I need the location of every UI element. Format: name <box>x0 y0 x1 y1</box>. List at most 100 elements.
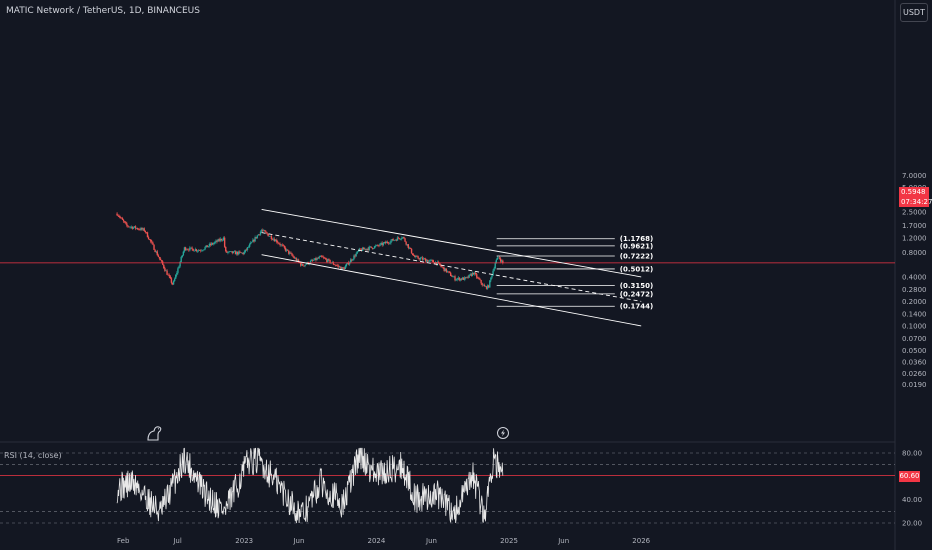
candle-body <box>210 243 213 246</box>
candle-body <box>255 237 257 239</box>
price-tick-label: 0.0260 <box>902 370 927 378</box>
candle-body <box>396 237 399 241</box>
candle-body <box>148 239 151 240</box>
level-label: (1.1768) <box>620 235 653 243</box>
channel-middle-line[interactable] <box>261 232 642 302</box>
candle-body <box>461 277 464 280</box>
candle-body <box>389 243 391 244</box>
candle-body <box>221 240 224 241</box>
candle-body <box>125 222 127 224</box>
candle-body <box>338 265 340 267</box>
candle-body <box>226 251 228 253</box>
candle-body <box>360 249 363 251</box>
candle-body <box>371 247 374 249</box>
candle-body <box>188 249 190 251</box>
candle-body <box>395 239 398 241</box>
time-tick-label: 2023 <box>235 537 253 545</box>
level-label: (0.7222) <box>620 253 653 261</box>
candle-body <box>270 235 273 240</box>
candle-body <box>138 229 140 230</box>
level-label: (0.1744) <box>620 303 653 311</box>
candle-body <box>451 275 453 277</box>
candle-body <box>409 247 412 249</box>
candle-body <box>157 255 160 257</box>
rsi-series-line <box>116 447 504 524</box>
candle-body <box>134 226 137 229</box>
chart-title: MATIC Network / TetherUS, 1D, BINANCEUS <box>6 6 200 16</box>
candle-body <box>150 239 152 242</box>
candle-body <box>423 258 426 260</box>
candle-body <box>123 221 126 223</box>
price-tick-label: 1.7000 <box>902 222 927 230</box>
candle-body <box>269 235 271 237</box>
candle-body <box>470 274 473 276</box>
candle-body <box>445 268 448 273</box>
candle-body <box>238 251 240 255</box>
candle-body <box>257 234 260 236</box>
candle-body <box>403 237 405 239</box>
candle-body <box>220 238 223 241</box>
candle-body <box>479 279 481 281</box>
candle-body <box>216 240 218 242</box>
rsi-legend-label[interactable]: RSI (14, close) <box>4 451 62 460</box>
candle-body <box>191 247 193 249</box>
candle-body <box>456 278 458 280</box>
candle-body <box>399 238 402 240</box>
candle-body <box>236 251 239 255</box>
candle-body <box>368 246 370 250</box>
candle-body <box>268 236 270 237</box>
candle-body <box>452 276 454 278</box>
candle-body <box>189 247 191 251</box>
candle-body <box>129 226 131 228</box>
candle-body <box>424 258 427 262</box>
candle-body <box>140 228 142 230</box>
rsi-tick-label: 80.00 <box>902 450 922 458</box>
candle-body <box>166 270 168 275</box>
candle-body <box>165 270 167 272</box>
candle-body <box>118 215 120 217</box>
candle-body <box>141 228 143 230</box>
candle-body <box>235 251 238 255</box>
candle-body <box>421 257 424 260</box>
candle-body <box>329 259 331 264</box>
candle-body <box>383 241 386 244</box>
candle-body <box>152 242 154 245</box>
candle-body <box>175 274 177 279</box>
candle-body <box>379 243 381 246</box>
candle-body <box>492 270 494 276</box>
candle-body <box>151 241 153 243</box>
candle-body <box>279 243 281 246</box>
candle-body <box>242 252 244 255</box>
candle-body <box>297 259 300 262</box>
candle-body <box>339 266 341 268</box>
candle-body <box>377 244 379 246</box>
candle-body <box>254 237 256 242</box>
candle-body <box>214 241 216 244</box>
candle-body <box>347 262 350 265</box>
candle-body <box>466 276 468 278</box>
channel-upper-line[interactable] <box>261 208 642 278</box>
rsi-tick-label: 20.00 <box>902 520 922 528</box>
candle-body <box>128 226 130 228</box>
candle-body <box>284 247 287 251</box>
currency-button[interactable]: USDT <box>900 3 928 22</box>
candle-body <box>496 257 499 260</box>
candle-body <box>290 252 292 254</box>
rsi-current-tag: 60.60 <box>899 471 920 482</box>
candle-body <box>471 272 474 276</box>
candle-body <box>428 260 430 262</box>
candle-body <box>173 278 176 282</box>
candle-body <box>369 246 371 248</box>
channel-lower-line[interactable] <box>261 254 642 327</box>
candle-body <box>168 274 170 277</box>
candle-body <box>227 252 229 253</box>
candle-body <box>245 249 248 251</box>
candle-body <box>484 286 487 287</box>
candle-body <box>243 251 245 255</box>
candle-body <box>427 260 429 262</box>
candle-body <box>499 258 502 262</box>
lightning-icon[interactable] <box>497 427 509 439</box>
candle-body <box>171 282 174 285</box>
candle-body <box>265 231 267 233</box>
